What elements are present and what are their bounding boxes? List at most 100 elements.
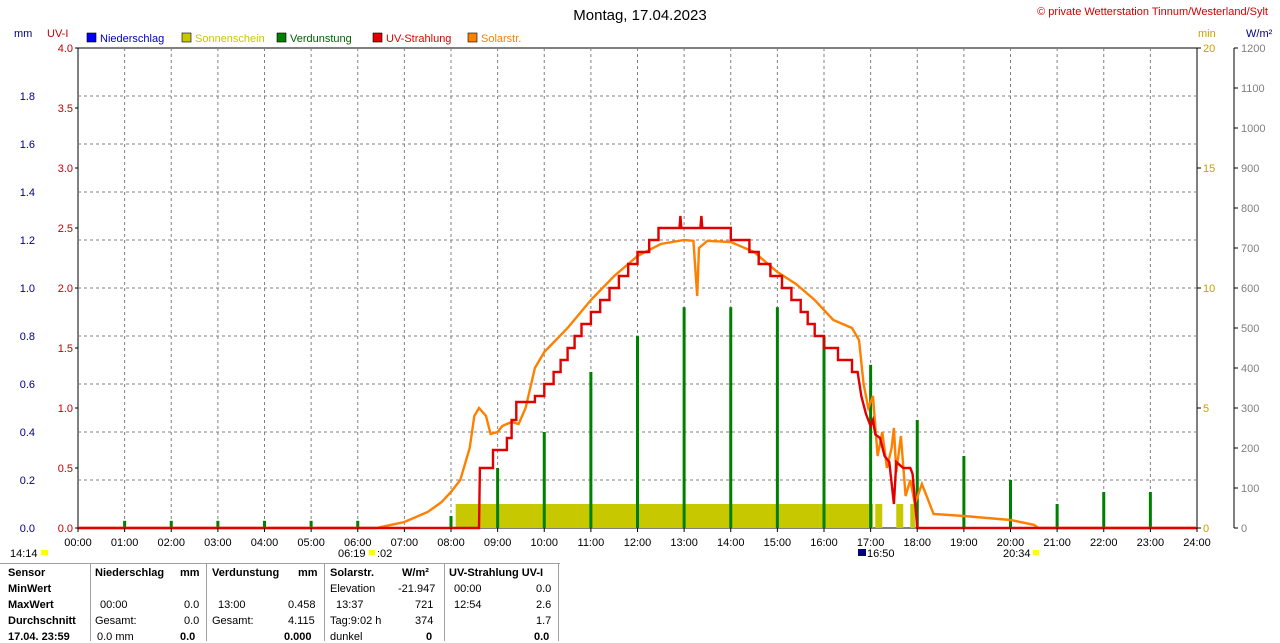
uvi-axis-label: 0.0: [58, 523, 73, 535]
evaporation-bar: [822, 336, 826, 528]
uvi-axis-label: 4.0: [58, 43, 73, 55]
uvi-axis-label: 2.5: [58, 223, 73, 235]
min-axis-label: 5: [1203, 403, 1209, 415]
min-axis-label: 10: [1203, 283, 1215, 295]
uvi-axis-label: 2.0: [58, 283, 73, 295]
solar-avg-label: Tag:9:02 h: [330, 615, 382, 627]
uvi-axis-label: 3.5: [58, 103, 73, 115]
solar-unit: W/m²: [402, 567, 429, 579]
sunrise-time: 06:19: [338, 548, 366, 560]
grid: [78, 48, 1197, 528]
legend-swatch-sonnenschein: [181, 32, 192, 43]
row-label-last: 17.04. 23:59: [8, 631, 70, 643]
x-tick-label: 16:00: [810, 537, 838, 549]
mm-axis-label: 0.4: [20, 427, 35, 439]
sunset-sun-icon: [1033, 550, 1039, 555]
sunrise-suffix: :02: [377, 548, 392, 560]
legend-label-verdunstung: Verdunstung: [290, 33, 352, 45]
unit-mm: mm: [14, 28, 32, 40]
min-axis-label: 0: [1203, 523, 1209, 535]
uv-series-line: [78, 215, 1197, 530]
solar-min-label: Elevation: [330, 583, 376, 595]
evaporation-bar: [1009, 480, 1012, 528]
mm-axis-label: 1.0: [20, 283, 35, 295]
evaporation-bar: [496, 468, 500, 528]
weather-chart: 00:00 01:00 02:00 03:00 04:00 05:00 06:00 07:00…: [10, 6, 1273, 560]
evaporation-bar: [263, 520, 266, 528]
solar-last-val: 0: [426, 631, 433, 643]
x-tick-label: 22:00: [1090, 537, 1118, 549]
wm2-axis-label: 1000: [1241, 123, 1265, 135]
verdunstung-unit: mm: [298, 567, 318, 579]
x-tick-label: 08:00: [437, 537, 465, 549]
solar-max-time: 13:37: [336, 599, 364, 611]
stats-table: Sensor MinWert MaxWert Durchschnitt 17.0…: [0, 563, 560, 643]
x-tick-label: 19:00: [950, 537, 978, 549]
solar-max-val: 721: [415, 599, 434, 611]
wm2-axis-label: 800: [1241, 203, 1259, 215]
sunshine-bar: [875, 504, 883, 528]
mm-axis-label: 1.6: [20, 139, 35, 151]
wm2-axis-label: 500: [1241, 323, 1259, 335]
x-tick-label: 09:00: [484, 537, 512, 549]
mm-axis-label: 0.2: [20, 475, 35, 487]
mm-axis-label: 0.8: [20, 331, 35, 343]
legend-label-sonnenschein: Sonnenschein: [195, 33, 265, 45]
evaporation-bar: [962, 456, 966, 528]
wm2-axis-label: 700: [1241, 243, 1259, 255]
table-top-rule: [0, 563, 560, 564]
evaporation-bar: [729, 307, 733, 528]
uv-last-val: 0.0: [534, 631, 550, 643]
wm2-axis-label: 400: [1241, 363, 1259, 375]
min-axis-label: 15: [1203, 163, 1215, 175]
evaporation-bar: [356, 520, 360, 528]
niederschlag-max-time: 00:00: [100, 599, 128, 611]
x-tick-label: 17:00: [857, 537, 885, 549]
uvi-axis-label: 1.5: [58, 343, 73, 355]
x-tick-label: 05:00: [297, 537, 325, 549]
sunset-time: 20:34: [1003, 548, 1031, 560]
niederschlag-last: 0.0 mm: [97, 631, 134, 643]
x-tick-label: 03:00: [204, 537, 232, 549]
row-label-sensor: Sensor: [8, 567, 46, 579]
verdunstung-gesamt-val: 4.115: [288, 615, 315, 627]
legend-swatch-niederschlag: [86, 32, 97, 43]
niederschlag-gesamt-label: Gesamt:: [95, 615, 137, 627]
solar-avg-val: 374: [415, 615, 434, 627]
unit-min: min: [1198, 28, 1216, 40]
now-time: 14:14: [10, 548, 38, 560]
verdunstung-last-bold: 0.000: [284, 631, 312, 643]
evaporation-bar: [309, 520, 313, 528]
evaporation-bar: [915, 420, 919, 528]
mm-axis-label: 0.0: [20, 523, 35, 535]
x-tick-label: 20:00: [997, 537, 1025, 549]
solar-series-line: [78, 238, 1197, 530]
evaporation-bar: [1102, 492, 1106, 528]
sunshine-bar: [455, 504, 873, 528]
sunrise-sun-icon: [369, 550, 375, 555]
legend: Niederschlag Sonnenschein Verdunstung UV…: [86, 32, 521, 45]
mm-axis-label: 0.6: [20, 379, 35, 391]
row-label-min: MinWert: [8, 583, 52, 595]
mm-axis-label: 1.2: [20, 235, 35, 247]
evaporation-bars: [123, 307, 1152, 528]
wm2-axis-label: 1200: [1241, 43, 1265, 55]
evaporation-bar: [216, 520, 220, 528]
x-tick-label: 01:00: [111, 537, 139, 549]
wm2-axis-label: 200: [1241, 443, 1259, 455]
sunshine-bar: [896, 504, 904, 528]
evaporation-bar: [869, 364, 873, 528]
min-axis-label: 20: [1203, 43, 1215, 55]
legend-label-solar: Solarstr.: [481, 33, 521, 45]
evaporation-bar: [636, 336, 639, 528]
mark-time: 16:50: [867, 548, 895, 560]
x-tick-label: 00:00: [64, 537, 92, 549]
evaporation-bar: [682, 307, 686, 528]
copyright-text: © private Wetterstation Tinnum/Westerlan…: [1037, 6, 1268, 18]
solar-min-val: -21.947: [398, 583, 436, 595]
wm2-axis-label: 900: [1241, 163, 1259, 175]
row-label-max: MaxWert: [8, 599, 54, 611]
row-label-avg: Durchschnitt: [8, 615, 76, 627]
solar-head: Solarstr.: [330, 567, 375, 579]
evaporation-bar: [1055, 504, 1059, 528]
